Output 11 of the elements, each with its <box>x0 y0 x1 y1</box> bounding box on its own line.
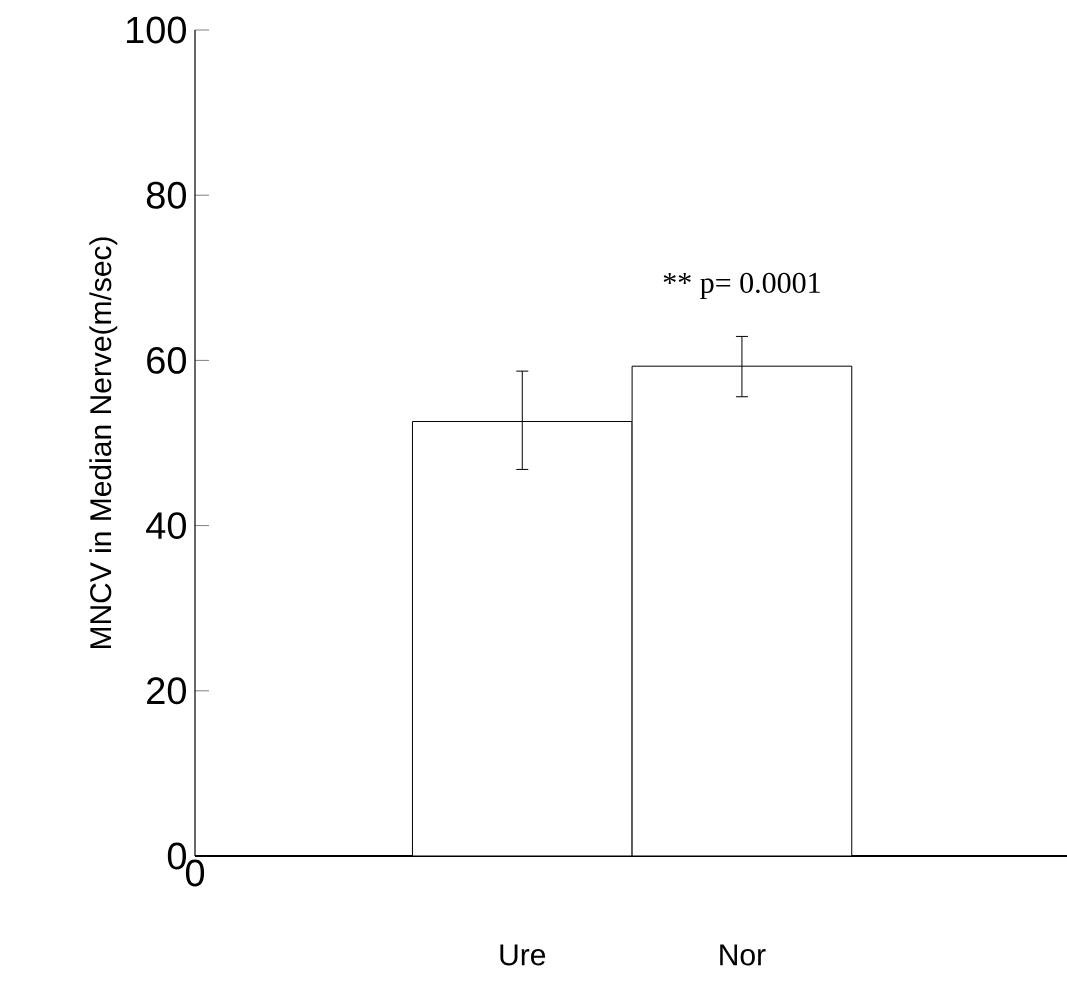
y-tick-label: 20 <box>147 677 186 705</box>
text: 0 <box>185 859 205 887</box>
y-tick-label: 0 <box>167 842 186 870</box>
y-tick-label: 100 <box>126 16 186 44</box>
y-axis-title: MNCV in Median Nerve(m/sec) <box>89 237 118 649</box>
y-tick-label: 60 <box>147 346 186 374</box>
annotation: ** p= 0.0001 <box>663 272 820 300</box>
y-tick-label: 40 <box>146 512 186 540</box>
x-tick-label: Ure <box>500 944 546 966</box>
x-tick-label: Nor <box>720 944 766 966</box>
y-tick-label: 80 <box>146 181 186 209</box>
